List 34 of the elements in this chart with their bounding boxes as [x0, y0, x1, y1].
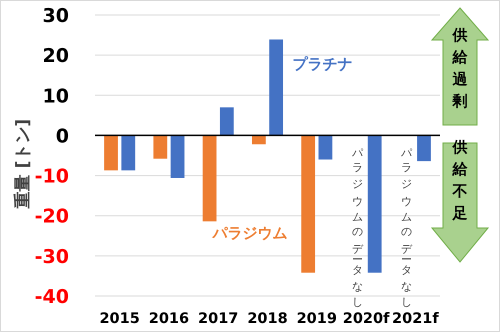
bar	[153, 135, 168, 159]
y-tick-label: 30	[42, 5, 69, 27]
annotation: パラジウムのデータなし	[400, 139, 414, 308]
x-tick-label: 2017	[198, 311, 238, 327]
bar	[318, 135, 332, 160]
y-axis-title: 重量 [トン]	[13, 118, 33, 210]
bar	[252, 135, 266, 144]
y-tick-label: 10	[42, 85, 69, 108]
bar	[417, 135, 431, 162]
x-tick-label: 2015	[99, 311, 140, 327]
x-tick-label: 2019	[296, 311, 337, 327]
x-tick-label: 2016	[148, 311, 190, 327]
bar	[202, 135, 216, 222]
y-tick-label: 0	[56, 125, 69, 148]
y-tick-label: 20	[42, 45, 69, 68]
x-tick-label: 2021f	[392, 311, 440, 327]
series-label: パラジウム	[212, 224, 288, 242]
bar	[121, 135, 136, 170]
y-tick-label: -40	[34, 286, 69, 308]
bar	[104, 135, 118, 170]
bar	[170, 135, 184, 178]
bar	[301, 135, 316, 273]
y-tick-label: -10	[34, 166, 69, 188]
y-tick-label: -20	[34, 206, 69, 228]
x-tick-label: 2020f	[342, 311, 390, 327]
text: 供給過剰	[452, 26, 468, 110]
series-label: プラチナ	[292, 55, 352, 74]
bar	[368, 135, 382, 273]
x-tick-label: 2018	[247, 311, 288, 327]
bar	[269, 39, 284, 136]
text: 供給不足	[452, 138, 468, 222]
bar	[220, 107, 234, 136]
y-tick-label: -30	[34, 246, 69, 268]
annotation: パラジウムのデータなし	[350, 139, 365, 308]
